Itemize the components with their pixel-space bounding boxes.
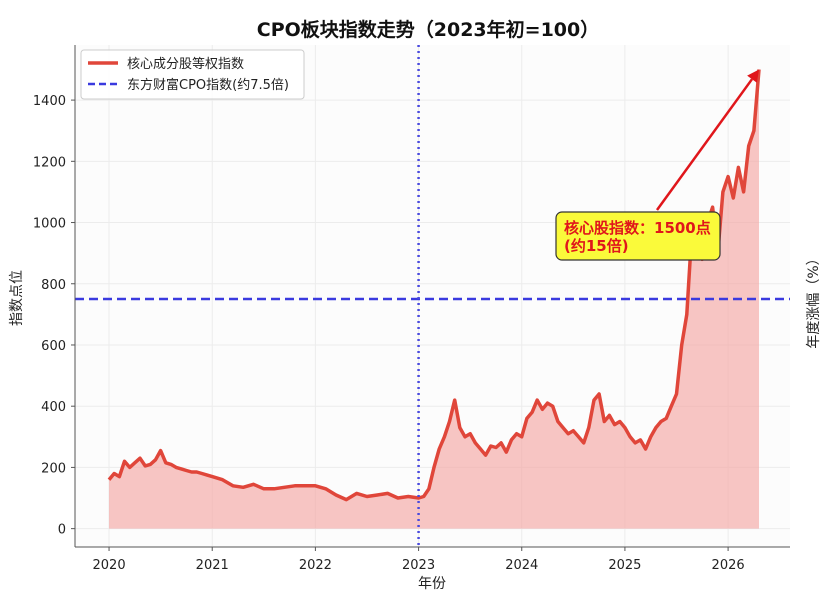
right-y-axis-label: 年度涨幅（%） [806,251,822,348]
annotation-text-line2: (约15倍) [564,237,629,255]
x-tick-label: 2024 [505,558,538,573]
y-tick-label: 800 [41,278,66,293]
annotation: 核心股指数：1500点 (约15倍) [555,69,760,261]
x-tick-label: 2026 [712,558,745,573]
legend-label-cpo-index: 东方财富CPO指数(约7.5倍) [127,77,289,93]
y-tick-label: 0 [58,523,66,538]
y-tick-label: 400 [41,400,66,415]
legend-label-core-index: 核心成分股等权指数 [127,56,244,72]
y-tick-label: 200 [41,461,66,476]
x-tick-label: 2022 [299,558,332,573]
x-tick-label: 2023 [402,558,435,573]
y-tick-label: 1000 [33,217,66,232]
x-axis-label: 年份 [418,576,446,592]
legend: 核心成分股等权指数 东方财富CPO指数(约7.5倍) [80,49,305,100]
legend-box [80,49,305,100]
annotation-arrowhead [747,69,760,83]
annotation-box [555,211,721,261]
y-tick-label: 1400 [33,94,66,109]
annotation-text-line1: 核心股指数：1500点 [564,219,711,237]
annotation-arrow [655,78,754,211]
x-tick-label: 2020 [93,558,126,573]
series-line-core-index [107,69,761,502]
y-axis-label: 指数点位 [9,270,25,326]
axes [74,45,790,548]
tick-labels: 0 200 400 600 800 1000 1200 1400 2020 2021 2022 202… [33,94,745,573]
chart-title: CPO板块指数走势（2023年初=100） [257,18,599,41]
series-area-fill [109,69,759,529]
y-tick-label: 1200 [33,155,66,170]
x-tick-label: 2021 [196,558,229,573]
x-tick-label: 2025 [608,558,641,573]
y-tick-label: 600 [41,339,66,354]
